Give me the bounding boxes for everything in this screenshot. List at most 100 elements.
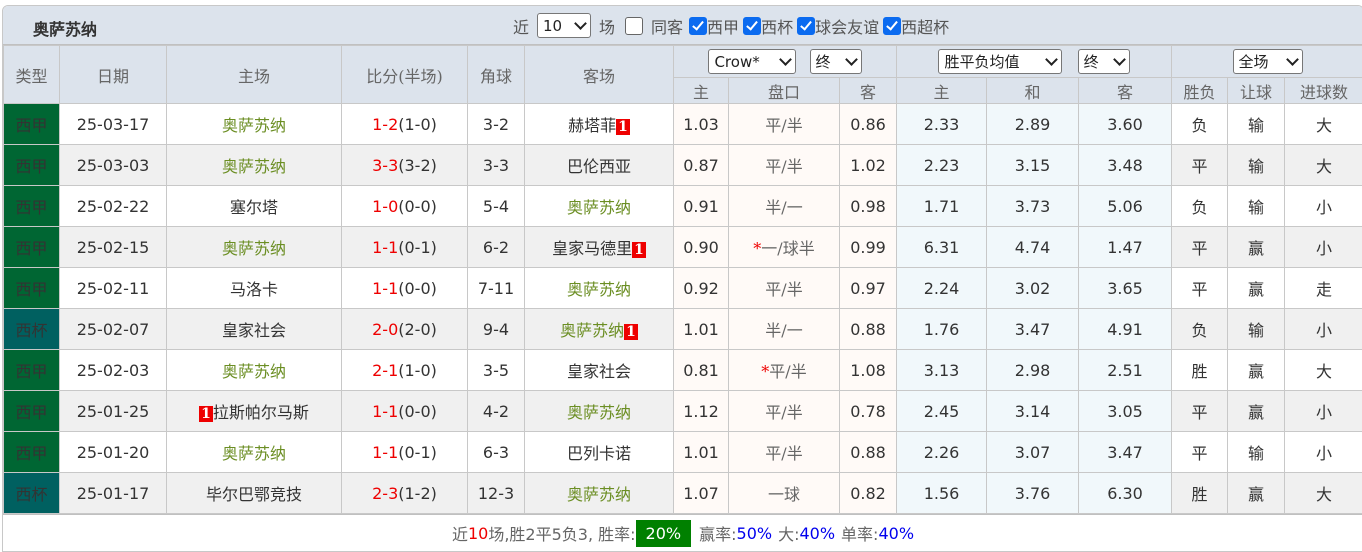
home-team[interactable]: 毕尔巴鄂竞技 [167,473,342,514]
match-count-select[interactable]: 10 [537,13,591,38]
league-type: 西甲 [4,391,60,432]
red-card-badge: 1 [616,119,630,135]
win-rate-badge: 20% [636,520,692,547]
league-checkbox-label: 西杯 [761,14,793,38]
full-score: 1-1 [372,279,398,298]
euro-away-odds: 3.65 [1079,268,1172,309]
score[interactable]: 2-1(1-0) [342,350,468,391]
header-corner: 角球 [468,46,525,104]
handicap-result: 赢 [1228,391,1285,432]
company-select[interactable]: Crow* [708,49,796,74]
filters: 近 10 场 同客 西甲西杯球会友谊西超杯 [513,13,949,38]
handicap-line: *一/球半 [729,227,840,268]
score[interactable]: 1-1(0-0) [342,268,468,309]
goals-result: 大 [1285,473,1362,514]
home-team[interactable]: 塞尔塔 [167,186,342,227]
score[interactable]: 2-3(1-2) [342,473,468,514]
table-row[interactable]: 西杯 25-01-17 毕尔巴鄂竞技 2-3(1-2) 12-3 奥萨苏纳 1.… [4,473,1362,514]
away-team[interactable]: 奥萨苏纳 [525,268,674,309]
away-team[interactable]: 巴列卡诺 [525,432,674,473]
euro-away-odds: 5.06 [1079,186,1172,227]
team-name: 皇家社会 [222,321,286,340]
table-row[interactable]: 西甲 25-03-03 奥萨苏纳 3-3(3-2) 3-3 巴伦西亚 0.87 … [4,145,1362,186]
table-row[interactable]: 西甲 25-02-11 马洛卡 1-1(0-0) 7-11 奥萨苏纳 0.92 … [4,268,1362,309]
half-score: (3-2) [398,156,437,175]
team-name: 奥萨苏纳 [567,198,631,217]
goals-result: 小 [1285,227,1362,268]
euro-mode-select[interactable]: 终 [1078,49,1130,74]
league-checkbox[interactable] [743,17,761,35]
euro-draw-odds: 3.07 [987,432,1079,473]
home-team[interactable]: 奥萨苏纳 [167,432,342,473]
handicap-line: 一球 [729,473,840,514]
league-checkbox[interactable] [797,17,815,35]
euro-away-odds: 3.47 [1079,432,1172,473]
handicap-home-odds: 0.92 [674,268,729,309]
table-row[interactable]: 西甲 25-01-20 奥萨苏纳 1-1(0-1) 6-3 巴列卡诺 1.01 … [4,432,1362,473]
league-checkbox[interactable] [689,17,707,35]
away-team[interactable]: 奥萨苏纳 [525,473,674,514]
euro-home-odds: 1.71 [897,186,987,227]
league-type: 西甲 [4,186,60,227]
away-team[interactable]: 奥萨苏纳 [525,186,674,227]
home-team[interactable]: 皇家社会 [167,309,342,350]
goals-result: 小 [1285,432,1362,473]
handicap-line: 平/半 [729,268,840,309]
league-type: 西甲 [4,268,60,309]
home-team[interactable]: 奥萨苏纳 [167,350,342,391]
euro-odds-select[interactable]: 胜平负均值 [938,49,1062,74]
away-team[interactable]: 皇家社会 [525,350,674,391]
match-result: 平 [1172,145,1228,186]
away-team[interactable]: 奥萨苏纳 [525,391,674,432]
same-venue-checkbox[interactable] [625,17,643,35]
handicap-line-value: 半/一 [765,321,802,340]
away-team[interactable]: 巴伦西亚 [525,145,674,186]
score[interactable]: 2-0(2-0) [342,309,468,350]
home-team[interactable]: 马洛卡 [167,268,342,309]
handicap-line-value: 平/半 [765,116,802,135]
chevron-down-icon [574,17,587,30]
score[interactable]: 1-0(0-0) [342,186,468,227]
table-row[interactable]: 西甲 25-02-22 塞尔塔 1-0(0-0) 5-4 奥萨苏纳 0.91 半… [4,186,1362,227]
score[interactable]: 1-1(0-0) [342,391,468,432]
chevron-down-icon [845,53,858,66]
home-team[interactable]: 奥萨苏纳 [167,145,342,186]
handicap-line-value: 平/半 [765,157,802,176]
team-name: 奥萨苏纳 [567,280,631,299]
subheader: 进球数 [1285,78,1362,104]
match-result: 平 [1172,227,1228,268]
handicap-away-odds: 1.08 [840,350,897,391]
table-row[interactable]: 西甲 25-02-03 奥萨苏纳 2-1(1-0) 3-5 皇家社会 0.81 … [4,350,1362,391]
score[interactable]: 1-1(0-1) [342,227,468,268]
match-date: 25-01-25 [60,391,167,432]
home-team[interactable]: 奥萨苏纳 [167,104,342,145]
score[interactable]: 1-1(0-1) [342,432,468,473]
match-date: 25-01-20 [60,432,167,473]
scope-select[interactable]: 全场 [1233,49,1303,74]
euro-home-odds: 2.23 [897,145,987,186]
team-name: 奥萨苏纳 [560,321,624,340]
handicap-line: 平/半 [729,145,840,186]
handicap-mode-select[interactable]: 终 [810,49,862,74]
home-team[interactable]: 奥萨苏纳 [167,227,342,268]
handicap-line-value: 平/半 [765,280,802,299]
euro-draw-odds: 3.47 [987,309,1079,350]
league-checkbox[interactable] [883,17,901,35]
full-score: 1-2 [372,115,398,134]
corners: 4-2 [468,391,525,432]
score[interactable]: 1-2(1-0) [342,104,468,145]
score[interactable]: 3-3(3-2) [342,145,468,186]
handicap-home-odds: 1.07 [674,473,729,514]
team-name: 奥萨苏纳 [567,403,631,422]
match-date: 25-01-17 [60,473,167,514]
euro-away-odds: 3.60 [1079,104,1172,145]
